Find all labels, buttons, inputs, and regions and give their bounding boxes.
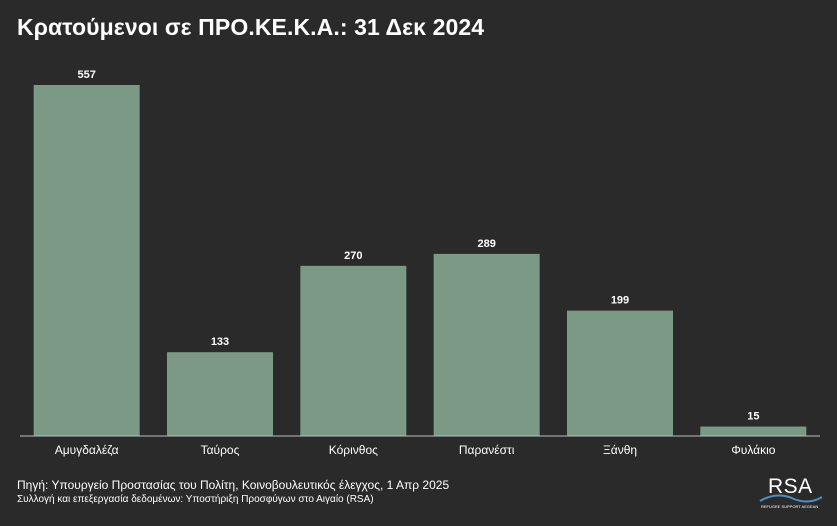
bars-layer	[33, 85, 807, 436]
wave-icon	[759, 494, 823, 503]
data-label-5: 199	[611, 295, 629, 307]
category-label-6: Φυλάκιο	[731, 443, 776, 457]
category-label-4: Παρανέστι	[459, 443, 515, 457]
data-label-6: 15	[747, 411, 759, 423]
bar-4	[433, 253, 540, 436]
logo-subtitle: REFUGEE SUPPORT AEGEAN	[761, 504, 819, 509]
logo-text: RSA	[768, 475, 813, 498]
bar-5	[567, 310, 673, 436]
data-label-4: 289	[477, 238, 495, 250]
source-note: Πηγή: Υπουργείο Προστασίας του Πολίτη, Κ…	[17, 478, 450, 492]
bar-2	[167, 352, 273, 436]
credit-note: Συλλογή και επεξεργασία δεδομένων: Υποστ…	[17, 494, 374, 505]
bar-3	[300, 265, 407, 436]
category-label-2: Ταύρος	[201, 443, 240, 457]
rsa-logo: RSA REFUGEE SUPPORT AEGEAN	[758, 475, 824, 511]
category-label-1: Αμυγδαλέζα	[55, 443, 119, 457]
category-label-5: Ξάνθη	[603, 443, 637, 457]
labels-layer: 557 Αμυγδαλέζα 133 Ταύρος 270 Κόρινθος 289 Παρα…	[55, 69, 776, 457]
category-label-3: Κόρινθος	[329, 443, 378, 457]
bar-chart: 557 Αμυγδαλέζα 133 Ταύρος 270 Κόρινθος 289 Παρα…	[20, 69, 820, 457]
chart-title: Κρατούμενοι σε ΠΡΟ.ΚΕ.Κ.Α.: 31 Δεκ 2024	[17, 14, 485, 40]
bar-6	[700, 426, 807, 436]
data-label-3: 270	[344, 250, 362, 262]
data-label-2: 133	[211, 336, 229, 348]
data-label-1: 557	[77, 69, 95, 81]
bar-1	[33, 85, 140, 436]
